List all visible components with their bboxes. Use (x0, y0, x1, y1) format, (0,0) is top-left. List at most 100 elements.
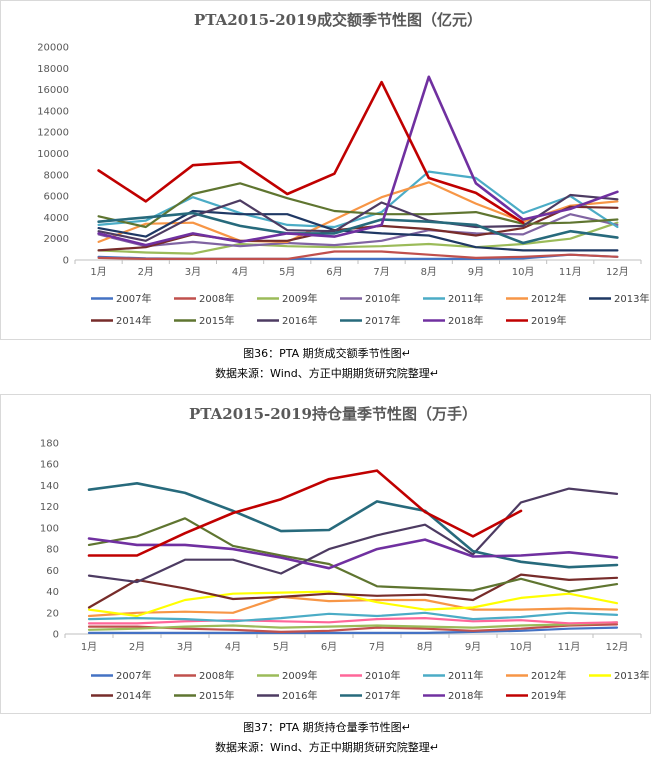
series-line-2017年 (97, 211, 619, 245)
x-tick-label: 10月 (510, 641, 533, 653)
series-line-2009年 (97, 221, 619, 255)
x-tick-label: 7月 (369, 641, 385, 653)
series-line-2019年 (87, 469, 523, 557)
series-line-2015年 (87, 517, 619, 593)
y-tick-label: 20000 (37, 43, 69, 54)
y-tick-label: 6000 (44, 192, 69, 203)
x-tick-label: 5月 (279, 266, 295, 278)
x-tick-label: 4月 (225, 641, 241, 653)
y-tick-label: 0 (53, 630, 59, 641)
legend-label: 2007年 (116, 292, 151, 305)
x-tick-label: 9月 (468, 266, 484, 278)
y-tick-label: 14000 (37, 106, 69, 117)
series-line-2018年 (87, 537, 619, 570)
series-line-2016年 (87, 487, 619, 584)
series-line-2018年 (97, 75, 619, 247)
legend-label: 2009年 (282, 292, 317, 305)
x-tick-label: 11月 (559, 266, 582, 278)
series-line-2010年 (97, 213, 619, 248)
legend-label: 2014年 (116, 314, 151, 327)
series-line-2012年 (87, 595, 619, 618)
legend-label: 2014年 (116, 689, 151, 702)
x-tick-label: 8月 (421, 266, 437, 278)
legend-label: 2007年 (116, 669, 151, 682)
x-tick-label: 7月 (373, 266, 389, 278)
legend-label: 2016年 (282, 689, 317, 702)
y-tick-label: 180 (40, 439, 59, 450)
legend-label: 2008年 (199, 292, 234, 305)
legend-label: 2010年 (365, 292, 400, 305)
y-tick-label: 20 (46, 608, 59, 619)
x-tick-label: 2月 (138, 266, 154, 278)
figure36-caption: 图36：PTA 期货成交额季节性图↵ (243, 347, 411, 360)
y-tick-label: 100 (40, 523, 59, 534)
series-line-2017年 (87, 482, 619, 569)
x-tick-label: 4月 (232, 266, 248, 278)
series-line-2009年 (87, 621, 619, 631)
x-tick-label: 3月 (177, 641, 193, 653)
figure37-source: 数据来源：Wind、方正中期期货研究院整理↵ (215, 741, 439, 754)
legend-label: 2009年 (282, 669, 317, 682)
y-tick-label: 160 (40, 460, 59, 471)
series-line-2013年 (87, 590, 619, 618)
x-tick-label: 1月 (81, 641, 97, 653)
x-tick-label: 10月 (512, 266, 535, 278)
y-tick-label: 120 (40, 502, 59, 513)
chart-title: PTA2015-2019成交额季节性图（亿元） (194, 11, 482, 29)
legend-label: 2013年 (614, 669, 649, 682)
series-line-2011年 (97, 170, 619, 229)
series-line-2011年 (87, 611, 619, 623)
y-tick-label: 40 (46, 587, 59, 598)
legend-label: 2019年 (531, 689, 566, 702)
series-line-2008年 (87, 623, 619, 633)
x-tick-label: 6月 (321, 641, 337, 653)
open-interest-chart: PTA2015-2019持仓量季节性图（万手） 0 20 40 60 80 100 120 14… (0, 394, 651, 714)
x-tick-label: 8月 (417, 641, 433, 653)
legend-label: 2018年 (448, 689, 483, 702)
legend-label: 2019年 (531, 314, 566, 327)
figure37-caption: 图37：PTA 期货持仓量季节性图↵ (243, 721, 411, 734)
legend-label: 2013年 (614, 292, 649, 305)
legend-label: 2016年 (282, 314, 317, 327)
x-tick-label: 3月 (185, 266, 201, 278)
x-tick-label: 12月 (606, 641, 629, 653)
turnover-chart-svg: PTA2015-2019成交额季节性图（亿元） 0 2000 4000 6000 8000… (37, 11, 649, 327)
legend-label: 2017年 (365, 314, 400, 327)
legend-label: 2012年 (531, 669, 566, 682)
open-interest-chart-svg: PTA2015-2019持仓量季节性图（万手） 0 20 40 60 80 100 120 14… (40, 405, 650, 702)
series-line-2019年 (97, 80, 525, 224)
y-tick-label: 8000 (44, 170, 69, 181)
turnover-chart: PTA2015-2019成交额季节性图（亿元） 0 2000 4000 6000 8000… (0, 0, 651, 340)
figure36-source: 数据来源：Wind、方正中期期货研究院整理↵ (215, 367, 439, 380)
x-tick-label: 11月 (558, 641, 581, 653)
legend-label: 2015年 (199, 689, 234, 702)
chart-title: PTA2015-2019持仓量季节性图（万手） (189, 405, 477, 423)
legend-label: 2011年 (448, 292, 483, 305)
series-line-2007年 (87, 626, 619, 634)
legend-label: 2012年 (531, 292, 566, 305)
y-tick-label: 12000 (37, 128, 69, 139)
series-line-2008年 (97, 250, 619, 260)
x-tick-label: 12月 (606, 266, 629, 278)
legend-label: 2010年 (365, 669, 400, 682)
series-line-2016年 (97, 193, 619, 242)
y-tick-label: 60 (46, 566, 59, 577)
legend-label: 2008年 (199, 669, 234, 682)
legend-label: 2011年 (448, 669, 483, 682)
series-line-2015年 (97, 182, 619, 229)
series-line-2014年 (87, 573, 619, 609)
x-tick-label: 2月 (129, 641, 145, 653)
y-tick-label: 80 (46, 545, 59, 556)
series-line-2010年 (87, 617, 619, 625)
x-tick-label: 1月 (90, 266, 106, 278)
y-tick-label: 0 (63, 256, 69, 267)
y-tick-label: 4000 (44, 213, 69, 224)
x-tick-label: 6月 (326, 266, 342, 278)
legend-label: 2015年 (199, 314, 234, 327)
legend-label: 2018年 (448, 314, 483, 327)
y-tick-label: 10000 (37, 149, 69, 160)
y-tick-label: 16000 (37, 85, 69, 96)
x-tick-label: 5月 (273, 641, 289, 653)
y-tick-label: 2000 (44, 234, 69, 245)
y-tick-label: 140 (40, 481, 59, 492)
